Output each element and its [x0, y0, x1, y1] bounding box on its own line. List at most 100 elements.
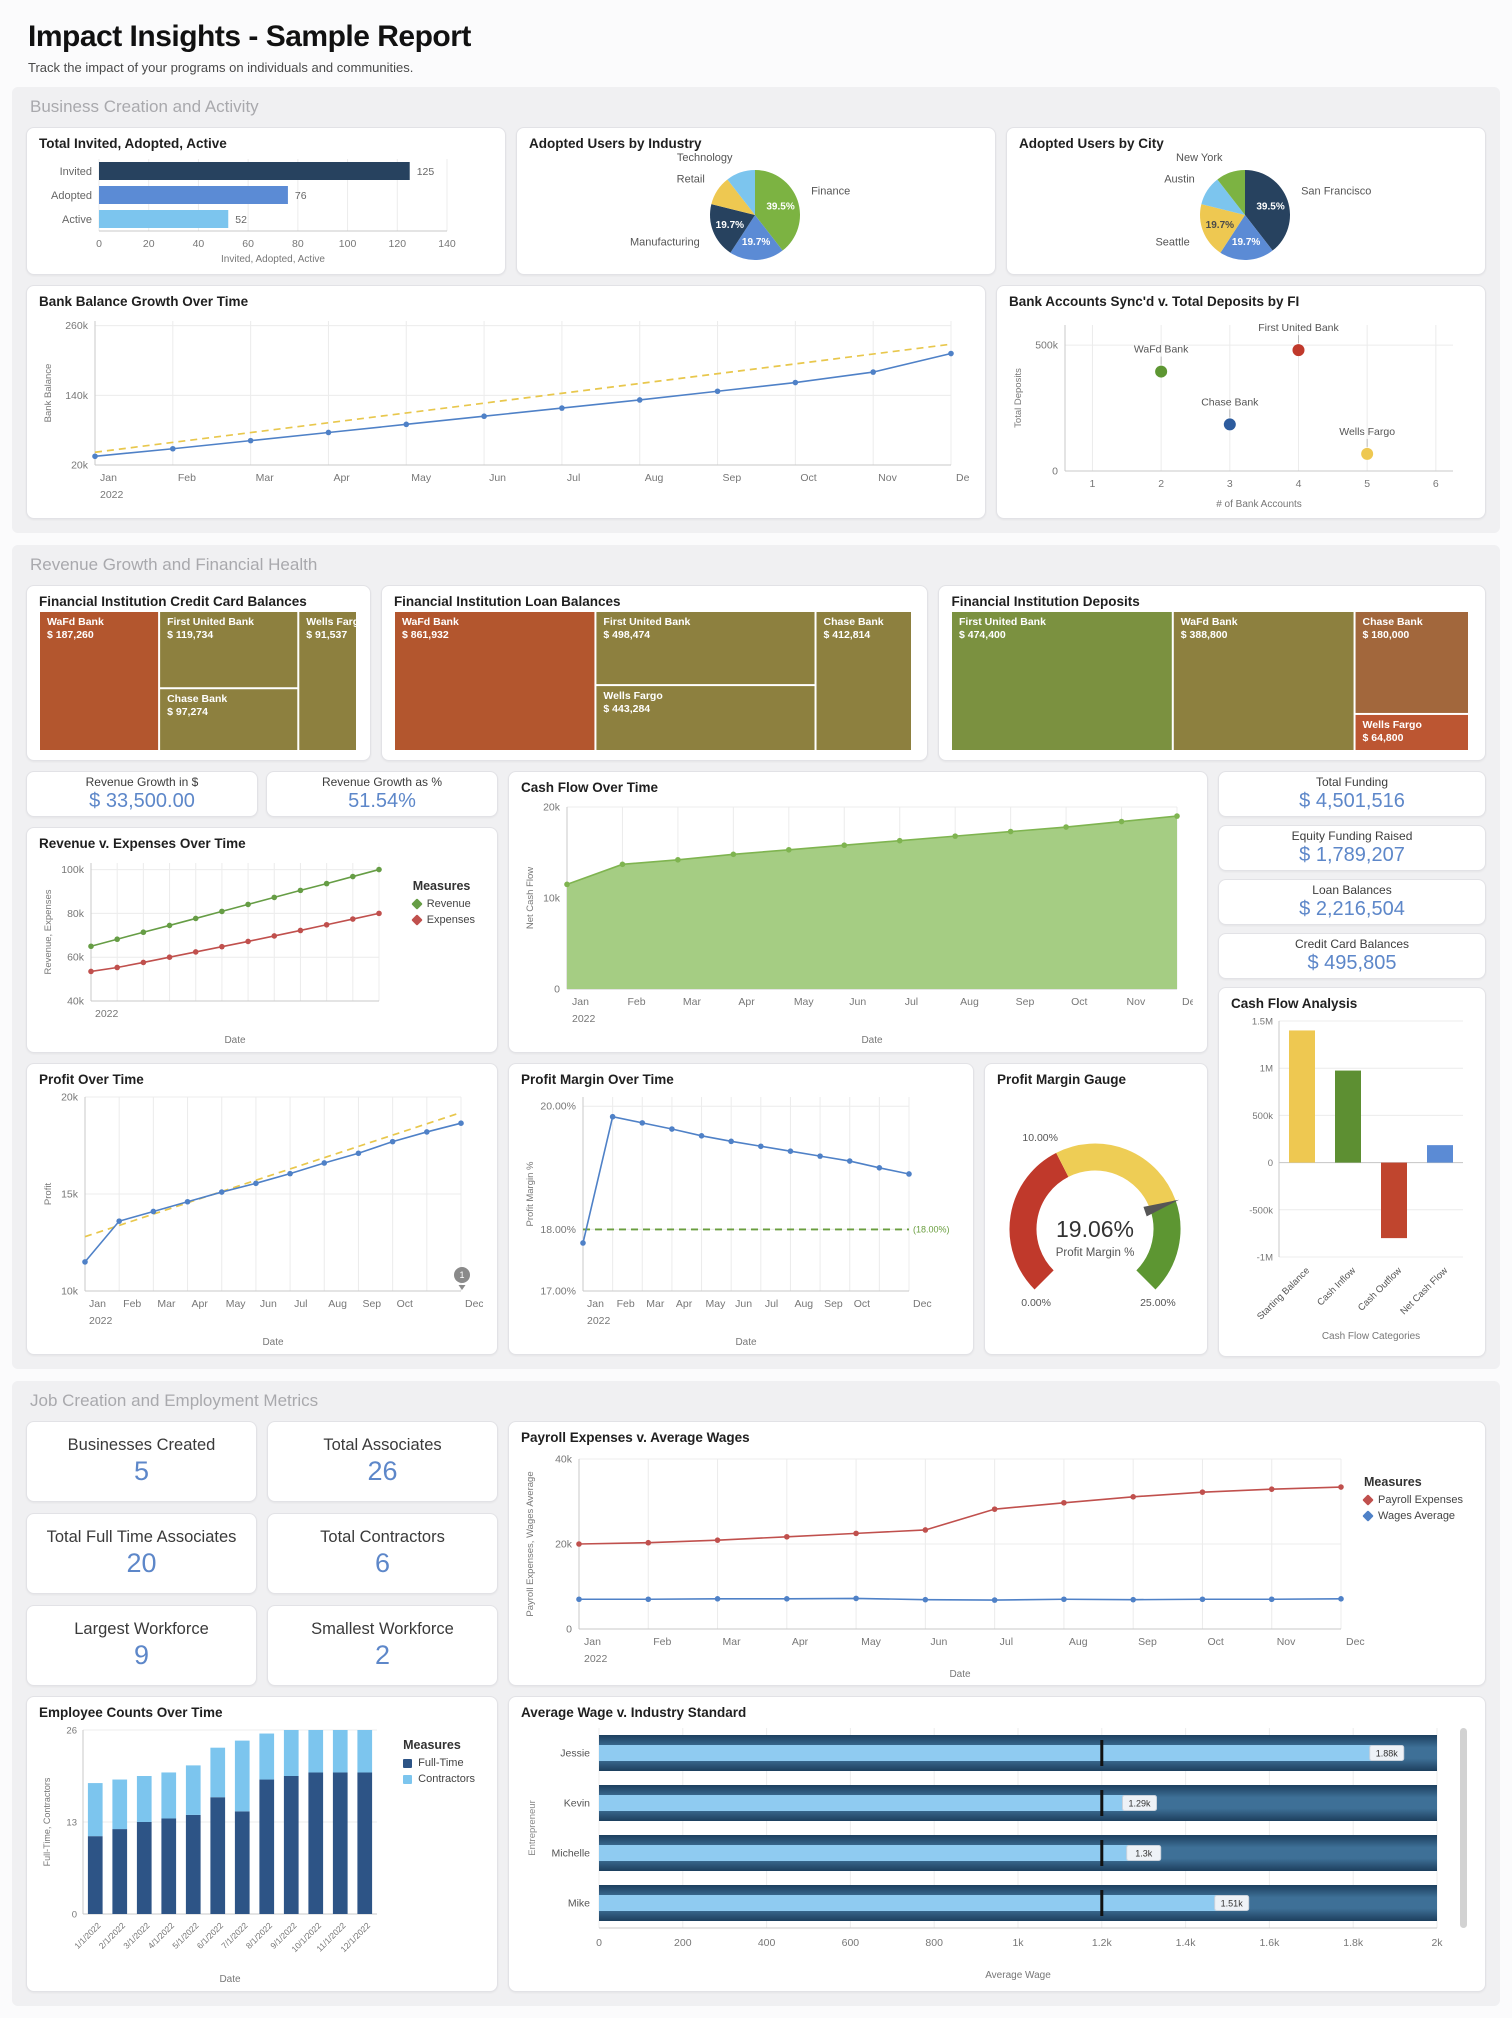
svg-text:17.00%: 17.00% — [540, 1286, 576, 1298]
svg-text:4: 4 — [1296, 478, 1302, 490]
svg-text:Feb: Feb — [653, 1636, 671, 1648]
panel-bank-scatter: Bank Accounts Sync'd v. Total Deposits b… — [996, 285, 1486, 519]
svg-text:Oct: Oct — [397, 1298, 413, 1310]
svg-text:Apr: Apr — [676, 1298, 693, 1310]
panel-title-avg-wage: Average Wage v. Industry Standard — [521, 1705, 747, 1720]
svg-text:Full-Time, Contractors: Full-Time, Contractors — [42, 1777, 52, 1866]
svg-text:Finance: Finance — [811, 186, 850, 198]
svg-text:1.88k: 1.88k — [1376, 1749, 1399, 1759]
svg-text:Active: Active — [62, 214, 92, 226]
svg-text:Adopted: Adopted — [51, 190, 92, 202]
revenue-expenses-line-chart[interactable]: 40k 60k 80k 100k 2022 Date Revenue, Expenses Me… — [43, 863, 475, 1046]
cash-flow-analysis-bar-chart[interactable]: -1M -500k 0 500k 1M 1.5M Starting Balance Cash … — [1231, 1013, 1473, 1348]
panel-employee-counts: Employee Counts Over Time 0 13 26 1/1/2022 2… — [26, 1696, 498, 1992]
users-by-industry-pie-chart[interactable]: 39.5% Finance 19.7% 19.7% Manufacturing Retai… — [529, 152, 983, 276]
svg-text:19.06%: 19.06% — [1056, 1216, 1134, 1242]
svg-text:Aug: Aug — [794, 1298, 813, 1310]
svg-text:0.00%: 0.00% — [1021, 1297, 1051, 1309]
kpi-label: Businesses Created — [67, 1436, 216, 1454]
employee-counts-stacked-bar-chart[interactable]: 0 13 26 1/1/2022 2/1/2022 3/1/2022 4/1/2022 5/1… — [42, 1725, 475, 1986]
svg-text:2k: 2k — [1431, 1937, 1443, 1949]
svg-text:20: 20 — [143, 238, 155, 250]
svg-text:Payroll Expenses, Wages Averag: Payroll Expenses, Wages Average — [525, 1471, 536, 1616]
svg-text:1.29k: 1.29k — [1128, 1799, 1151, 1809]
svg-text:Jan: Jan — [587, 1298, 604, 1310]
payroll-wages-line-chart[interactable]: 0 20k 40k Jan Feb Mar Apr May Jun Jul Aug Sep Oct Nov… — [525, 1453, 1463, 1681]
svg-text:Aug: Aug — [645, 472, 664, 484]
credit-card-balances-treemap[interactable]: WaFd Bank $ 187,260 First United Bank $ 119… — [39, 611, 366, 756]
profit-margin-line-chart[interactable]: 17.00% 18.00% 20.00% Jan Feb Mar Apr May Jun Jul A… — [521, 1089, 961, 1354]
panel-loan-treemap: Financial Institution Loan Balances WaFd… — [380, 585, 929, 761]
svg-text:19.7%: 19.7% — [716, 220, 744, 231]
svg-text:Net Cash Flow: Net Cash Flow — [1398, 1265, 1450, 1317]
svg-text:2022: 2022 — [587, 1315, 611, 1327]
svg-text:First United Bank: First United Bank — [167, 616, 254, 628]
svg-text:Dec: Dec — [913, 1298, 932, 1310]
svg-text:Net Cash Flow: Net Cash Flow — [525, 867, 536, 929]
svg-text:$ 91,537: $ 91,537 — [306, 629, 347, 641]
svg-text:Starting Balance: Starting Balance — [1255, 1265, 1312, 1322]
kpi-loan-balances: Loan Balances $ 2,216,504 — [1218, 879, 1486, 925]
kpi-businesses-created: Businesses Created 5 — [26, 1421, 257, 1502]
svg-text:First United Bank: First United Bank — [1258, 322, 1339, 334]
panel-cc-treemap: Financial Institution Credit Card Balanc… — [26, 585, 371, 761]
svg-text:39.5%: 39.5% — [766, 201, 794, 212]
svg-text:Sep: Sep — [1016, 996, 1035, 1008]
users-by-city-pie-chart[interactable]: 39.5% San Francisco 19.7% 19.7% Seattle Austi… — [1019, 152, 1473, 276]
svg-text:Jun: Jun — [930, 1636, 947, 1648]
svg-text:Jan: Jan — [100, 472, 117, 484]
profit-margin-gauge[interactable]: 0.00% 10.00% 25.00% 19.06% Profit Margin % — [997, 1089, 1195, 1356]
svg-text:600: 600 — [842, 1937, 860, 1949]
svg-text:$ 498,474: $ 498,474 — [603, 629, 650, 641]
kpi-smallest-workforce: Smallest Workforce 2 — [267, 1605, 498, 1686]
svg-text:Mar: Mar — [723, 1636, 742, 1648]
svg-text:Retail: Retail — [677, 173, 705, 185]
svg-text:Aug: Aug — [1069, 1636, 1088, 1648]
bank-balance-line-chart[interactable]: 20k 140k 260k Jan Feb Mar Apr May Jun Jul Aug Sep Oc… — [39, 311, 975, 516]
average-wage-bullet-chart[interactable]: 0 200 400 600 800 1k 1.2k 1.4k 1.6k 1.8k 2k 1.88k Je… — [521, 1722, 1473, 1987]
svg-text:60k: 60k — [67, 952, 85, 964]
svg-text:20.00%: 20.00% — [540, 1101, 576, 1113]
svg-text:40k: 40k — [555, 1454, 573, 1466]
svg-text:Manufacturing: Manufacturing — [630, 237, 700, 249]
svg-text:$ 412,814: $ 412,814 — [823, 629, 870, 641]
svg-text:1: 1 — [1090, 478, 1096, 490]
svg-text:2022: 2022 — [95, 1008, 119, 1020]
svg-text:May: May — [794, 996, 815, 1008]
panel-total-invited: Total Invited, Adopted, Active 0 20 40 60 80… — [26, 127, 506, 275]
svg-text:13: 13 — [66, 1818, 77, 1829]
deposits-treemap[interactable]: First United Bank $ 474,400 WaFd Bank $ 388… — [951, 611, 1473, 756]
kpi-label: Revenue Growth in $ — [85, 775, 199, 789]
svg-text:0: 0 — [554, 984, 560, 996]
panel-profit: Profit Over Time 10k 15k 20k Jan Feb Mar Apr Ma… — [26, 1063, 498, 1355]
svg-text:(18.00%): (18.00%) — [913, 1224, 950, 1234]
svg-text:19.7%: 19.7% — [742, 237, 770, 248]
panel-title-cfa: Cash Flow Analysis — [1231, 996, 1358, 1011]
svg-text:Sep: Sep — [362, 1298, 381, 1310]
svg-text:Cash Inflow: Cash Inflow — [1315, 1265, 1358, 1308]
svg-text:WaFd Bank: WaFd Bank — [402, 616, 459, 628]
bank-accounts-scatter-chart[interactable]: 1 2 3 4 5 6 0 500k WaFd Bank Chase Bank First Unit… — [1009, 311, 1473, 516]
svg-text:Wells Fargo: Wells Fargo — [1363, 719, 1422, 731]
svg-text:Dec: Dec — [1346, 1636, 1365, 1648]
cash-flow-area-chart[interactable]: 0 10k 20k Jan Feb Mar Apr May Jun Jul Aug Sep Oct Nov… — [521, 797, 1201, 1052]
svg-text:0: 0 — [1268, 1158, 1273, 1169]
svg-text:19.7%: 19.7% — [1232, 237, 1260, 248]
svg-text:500k: 500k — [1035, 340, 1059, 352]
svg-text:Date: Date — [224, 1035, 246, 1046]
profit-line-chart[interactable]: 10k 15k 20k Jan Feb Mar Apr May Jun Jul Aug Sep Oct D… — [39, 1089, 485, 1354]
panel-title-city-pie: Adopted Users by City — [1019, 136, 1164, 151]
svg-text:First United Bank: First United Bank — [959, 616, 1046, 628]
svg-text:San Francisco: San Francisco — [1301, 186, 1371, 198]
kpi-value: 26 — [367, 1456, 398, 1486]
invited-adopted-active-bar-chart[interactable]: 0 20 40 60 80 100 120 140 Invited 125 Adopted 76 Act… — [39, 153, 493, 270]
svg-text:May: May — [411, 472, 432, 484]
kpi-total-contractors: Total Contractors 6 — [267, 1513, 498, 1594]
svg-text:2022: 2022 — [572, 1013, 596, 1025]
svg-text:500k: 500k — [1252, 1111, 1273, 1122]
svg-text:800: 800 — [925, 1937, 943, 1949]
loan-balances-treemap[interactable]: WaFd Bank $ 861,932 First United Bank $ 498… — [394, 611, 916, 756]
svg-text:40: 40 — [193, 238, 205, 250]
svg-text:260k: 260k — [65, 320, 89, 332]
svg-text:Oct: Oct — [1207, 1636, 1223, 1648]
